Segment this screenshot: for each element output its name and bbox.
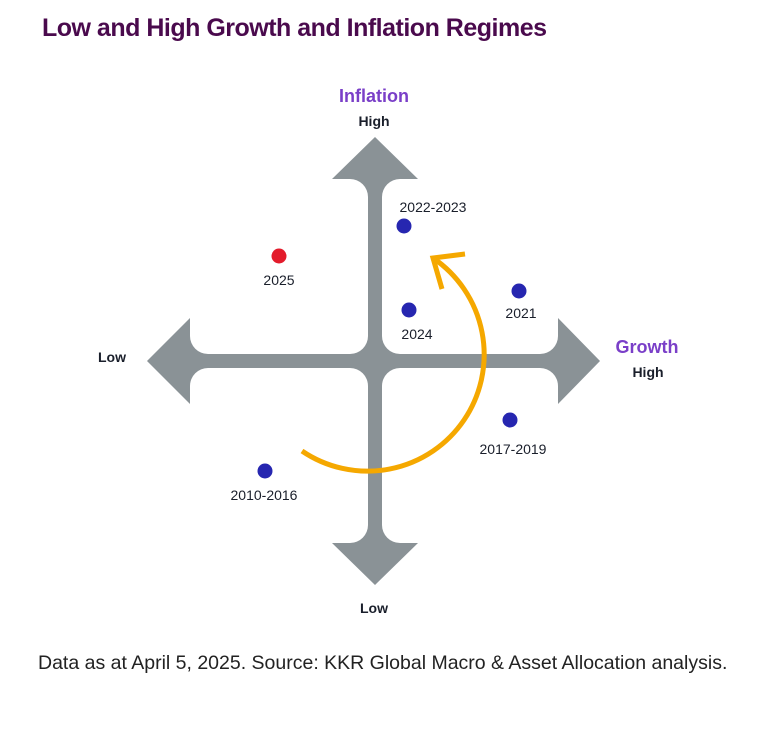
point-label: 2025 — [263, 272, 294, 288]
point-2025 — [271, 248, 287, 264]
growth-axis-title: Growth — [616, 337, 679, 357]
point-2010-2016 — [257, 463, 273, 479]
point-label: 2021 — [505, 305, 536, 321]
chart-title: Low and High Growth and Inflation Regime… — [42, 14, 547, 42]
cycle-arrow — [300, 251, 487, 474]
point-label: 2017-2019 — [480, 441, 547, 457]
point-2017-2019 — [502, 412, 518, 428]
source-note: Data as at April 5, 2025. Source: KKR Gl… — [38, 652, 728, 674]
cycle-arrowhead-icon — [429, 251, 466, 290]
point-label: 2024 — [401, 326, 432, 342]
point-label: 2010-2016 — [231, 487, 298, 503]
growth-high-label: High — [632, 364, 663, 380]
inflation-high-label: High — [358, 113, 389, 129]
inflation-axis-title: Inflation — [339, 86, 409, 106]
cycle-arc — [300, 255, 487, 474]
point-2022-2023 — [396, 218, 412, 234]
point-2024 — [401, 302, 417, 318]
point-label: 2022-2023 — [400, 199, 467, 215]
point-2021 — [511, 283, 527, 299]
growth-low-label: Low — [98, 349, 126, 365]
inflation-low-label: Low — [360, 600, 388, 616]
axis-cross — [147, 137, 600, 585]
